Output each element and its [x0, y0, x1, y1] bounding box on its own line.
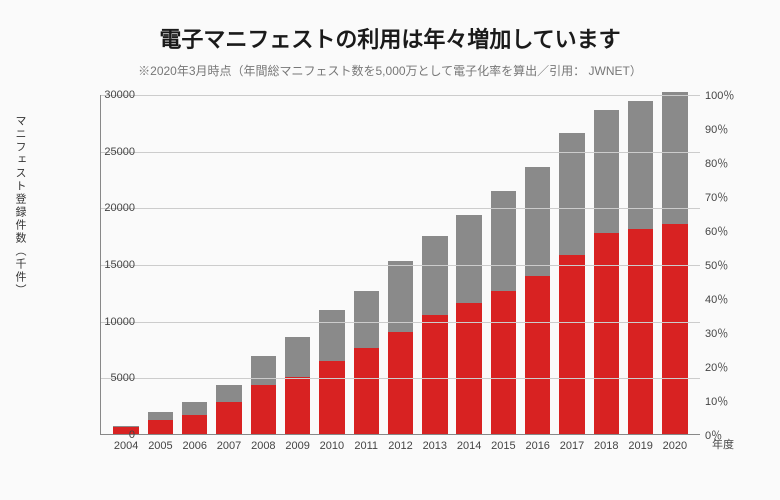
bar-stack — [594, 110, 619, 434]
bar-stack — [559, 133, 584, 434]
bar-stack — [388, 261, 413, 434]
bar-segment-gray — [285, 337, 310, 378]
bar-segment-gray — [422, 236, 447, 315]
x-axis-label: 2011 — [354, 440, 378, 452]
x-axis-label: 2018 — [594, 440, 618, 452]
ytick-left: 25000 — [95, 146, 135, 158]
gridline — [101, 208, 700, 209]
plot-region: 2004200520062007200820092010201120122013… — [100, 95, 700, 435]
x-axis-label: 2007 — [217, 440, 241, 452]
bar-segment-red — [662, 224, 687, 434]
chart-container: 電子マニフェストの利用は年々増加しています ※2020年3月時点（年間総マニフェ… — [0, 0, 780, 500]
gridline — [101, 378, 700, 379]
bar-segment-red — [594, 233, 619, 434]
x-axis-label: 2020 — [663, 440, 687, 452]
bar-segment-gray — [594, 110, 619, 234]
ytick-right: 50％ — [705, 257, 745, 273]
x-axis-label: 2017 — [560, 440, 584, 452]
ytick-right: 40％ — [705, 291, 745, 307]
bar-segment-red — [251, 385, 276, 434]
x-axis-label: 2004 — [114, 440, 138, 452]
ytick-left: 5000 — [95, 372, 135, 384]
bar-stack — [148, 412, 173, 434]
bar-segment-red — [559, 255, 584, 434]
ytick-right: 100％ — [705, 87, 745, 103]
x-axis-label: 2006 — [182, 440, 206, 452]
bar-stack — [662, 92, 687, 434]
x-axis-label: 2012 — [388, 440, 412, 452]
bar-stack — [319, 310, 344, 434]
x-axis-label: 2008 — [251, 440, 275, 452]
gridline — [101, 265, 700, 266]
bar-segment-gray — [319, 310, 344, 361]
bar-segment-gray — [662, 92, 687, 225]
gridline — [101, 95, 700, 96]
ytick-right: 60％ — [705, 223, 745, 239]
x-axis-label: 2015 — [491, 440, 515, 452]
x-axis-label: 2016 — [525, 440, 549, 452]
bar-segment-red — [628, 229, 653, 434]
bar-segment-gray — [216, 385, 241, 402]
ytick-right: 20％ — [705, 359, 745, 375]
gridline — [101, 322, 700, 323]
bar-segment-red — [285, 377, 310, 434]
x-axis-label: 2013 — [423, 440, 447, 452]
bar-stack — [491, 191, 516, 434]
x-axis-label: 2009 — [285, 440, 309, 452]
page-subtitle: ※2020年3月時点（年間総マニフェスト数を5,000万として電子化率を算出／引… — [0, 62, 780, 79]
bar-segment-red — [525, 276, 550, 434]
bar-segment-red — [491, 291, 516, 434]
bar-segment-red — [388, 332, 413, 434]
page-title: 電子マニフェストの利用は年々増加しています — [0, 0, 780, 54]
ytick-left: 30000 — [95, 89, 135, 101]
bar-segment-gray — [251, 356, 276, 385]
bar-stack — [216, 385, 241, 434]
chart-area: マニフェスト登録件数（千件） 2004200520062007200820092… — [60, 95, 740, 465]
bar-segment-gray — [628, 101, 653, 229]
x-axis-label: 2019 — [628, 440, 652, 452]
ytick-left: 10000 — [95, 316, 135, 328]
bar-stack — [354, 291, 379, 434]
gridline — [101, 152, 700, 153]
ytick-right: 80％ — [705, 155, 745, 171]
bar-segment-gray — [525, 167, 550, 277]
bar-stack — [182, 402, 207, 434]
ytick-right: 90％ — [705, 121, 745, 137]
bar-stack — [251, 356, 276, 434]
ytick-right: 70％ — [705, 189, 745, 205]
bar-segment-red — [148, 420, 173, 434]
ytick-left: 20000 — [95, 202, 135, 214]
bar-segment-gray — [148, 412, 173, 420]
bar-segment-red — [182, 415, 207, 434]
bar-segment-gray — [182, 402, 207, 414]
bar-stack — [456, 215, 481, 434]
x-axis-label: 2014 — [457, 440, 481, 452]
ytick-right: 10％ — [705, 393, 745, 409]
bar-segment-gray — [456, 215, 481, 302]
bar-stack — [525, 167, 550, 434]
bar-stack — [285, 337, 310, 434]
x-axis-label: 2005 — [148, 440, 172, 452]
bar-segment-red — [216, 402, 241, 434]
ytick-right: 30％ — [705, 325, 745, 341]
bar-segment-red — [354, 348, 379, 434]
ytick-left: 0 — [95, 429, 135, 441]
bar-segment-red — [319, 361, 344, 434]
bar-segment-gray — [354, 291, 379, 348]
bar-segment-red — [422, 315, 447, 434]
x-axis-label: 2010 — [320, 440, 344, 452]
bar-segment-gray — [491, 191, 516, 291]
ytick-left: 15000 — [95, 259, 135, 271]
ytick-right: 0％ — [705, 427, 745, 443]
y-axis-label-left: マニフェスト登録件数（千件） — [12, 115, 28, 297]
